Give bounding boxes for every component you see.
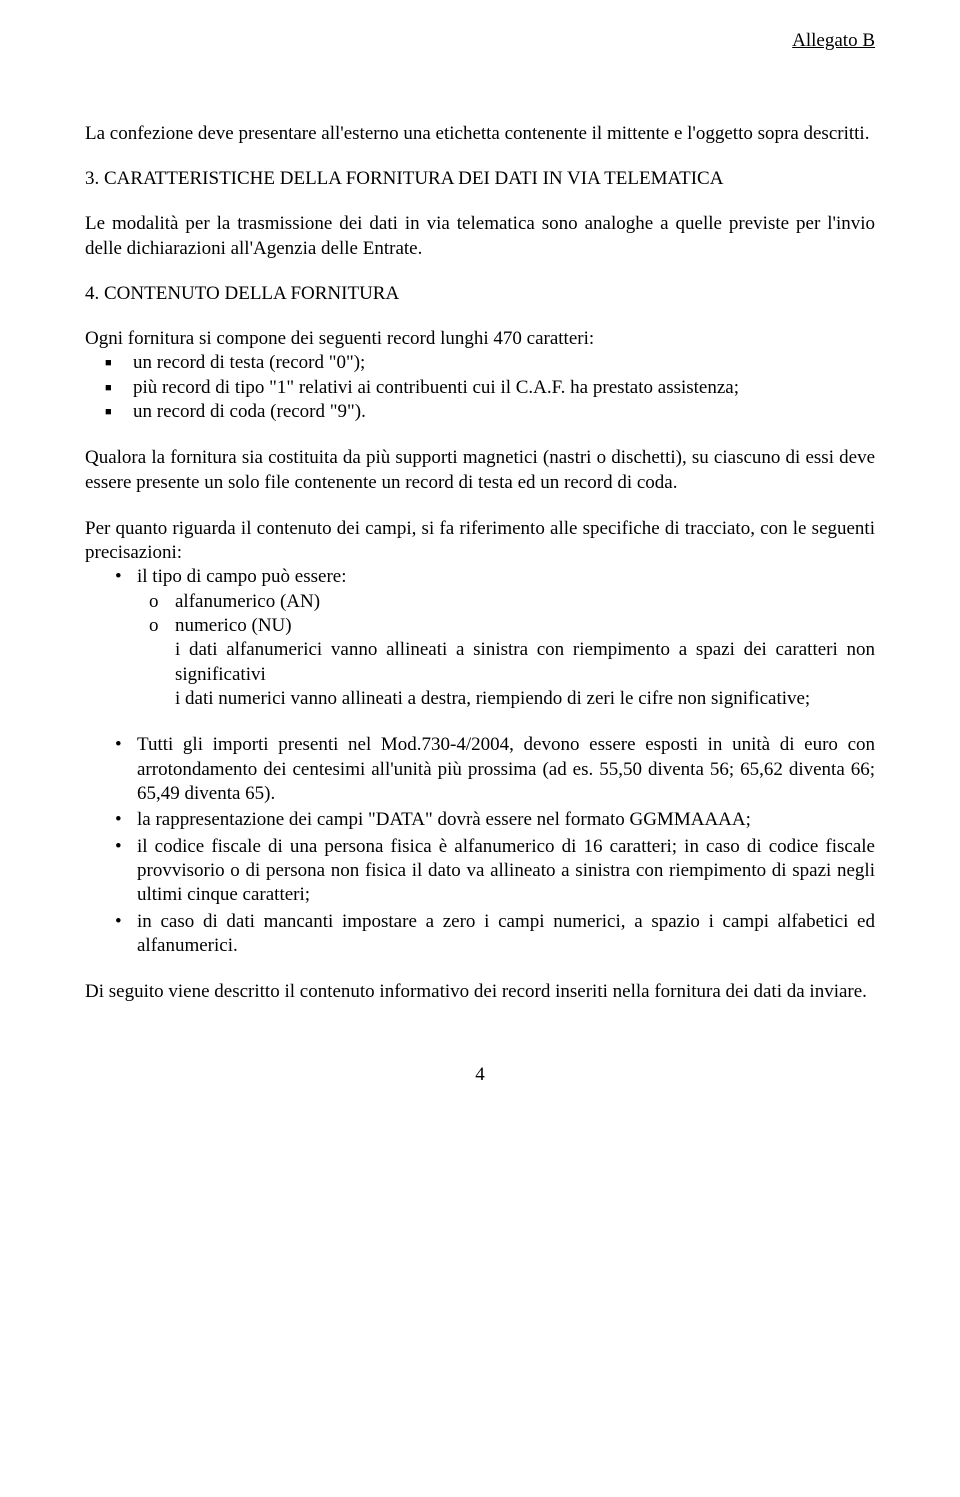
section4-p1: Qualora la fornitura sia costituita da p…: [85, 446, 875, 495]
section4-intro: Ogni fornitura si compone dei seguenti r…: [85, 327, 875, 351]
alignment-note-2: i dati numerici vanno allineati a destra…: [137, 687, 875, 711]
section4-bullet-list-1: il tipo di campo può essere: alfanumeric…: [85, 565, 875, 711]
section3-title: 3. CARATTERISTICHE DELLA FORNITURA DEI D…: [85, 168, 875, 190]
page-container: Allegato B La confezione deve presentare…: [0, 0, 960, 1116]
section4-p3: Di seguito viene descritto il contenuto …: [85, 980, 875, 1004]
list-item: alfanumerico (AN): [137, 590, 875, 614]
section3-body: Le modalità per la trasmissione dei dati…: [85, 212, 875, 261]
field-type-list: alfanumerico (AN) numerico (NU): [137, 590, 875, 639]
list-item: il tipo di campo può essere: alfanumeric…: [85, 565, 875, 711]
page-number: 4: [85, 1064, 875, 1086]
section4-bullet-list-2: Tutti gli importi presenti nel Mod.730-4…: [85, 733, 875, 958]
alignment-note-1: i dati alfanumerici vanno allineati a si…: [137, 638, 875, 687]
list-item: Tutti gli importi presenti nel Mod.730-4…: [85, 733, 875, 806]
section4-specs-block: Per quanto riguarda il contenuto dei cam…: [85, 517, 875, 712]
annex-label: Allegato B: [85, 30, 875, 52]
section4-record-list: un record di testa (record "0"); più rec…: [85, 351, 875, 424]
section2-end-paragraph: La confezione deve presentare all'estern…: [85, 122, 875, 146]
list-item: in caso di dati mancanti impostare a zer…: [85, 910, 875, 959]
list-item: la rappresentazione dei campi "DATA" dov…: [85, 808, 875, 832]
list-item: un record di testa (record "0");: [85, 351, 875, 375]
list-item: un record di coda (record "9").: [85, 400, 875, 424]
section4-intro-block: Ogni fornitura si compone dei seguenti r…: [85, 327, 875, 424]
list-item: più record di tipo "1" relativi ai contr…: [85, 376, 875, 400]
list-item: numerico (NU): [137, 614, 875, 638]
bullet-text: il tipo di campo può essere:: [137, 566, 346, 587]
list-item: il codice fiscale di una persona fisica …: [85, 835, 875, 908]
section4-title: 4. CONTENUTO DELLA FORNITURA: [85, 283, 875, 305]
section4-p2-lead: Per quanto riguarda il contenuto dei cam…: [85, 517, 875, 566]
